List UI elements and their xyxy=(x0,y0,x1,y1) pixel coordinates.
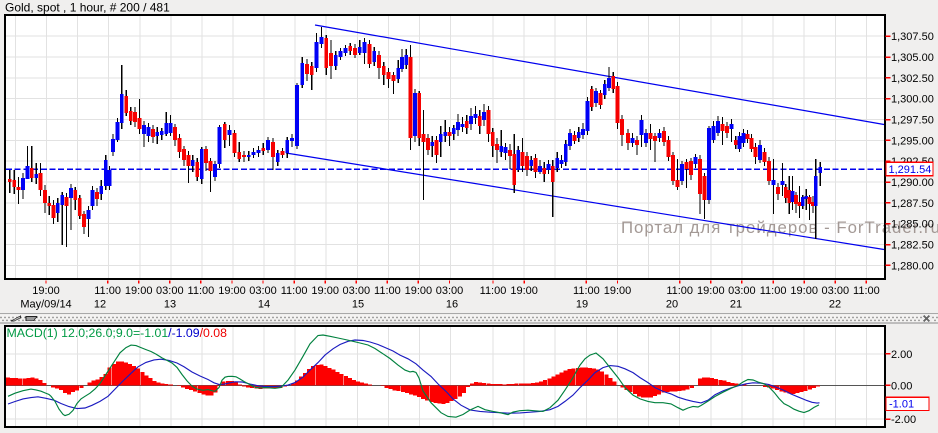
svg-text:11:00: 11:00 xyxy=(374,285,401,297)
svg-text:1,300.00: 1,300.00 xyxy=(891,94,934,106)
svg-text:1,285.00: 1,285.00 xyxy=(891,219,934,231)
svg-text:-2.00: -2.00 xyxy=(891,414,916,426)
svg-text:19:00: 19:00 xyxy=(697,285,725,297)
svg-text:19:00: 19:00 xyxy=(790,285,818,297)
svg-text:19:00: 19:00 xyxy=(32,285,60,297)
svg-text:03:00: 03:00 xyxy=(343,285,371,297)
svg-text:19:00: 19:00 xyxy=(604,285,632,297)
svg-text:16: 16 xyxy=(446,299,458,311)
svg-text:15: 15 xyxy=(352,299,364,311)
svg-text:-1.01: -1.01 xyxy=(889,399,914,411)
svg-text:Портал для трейдеров - ForTrad: Портал для трейдеров - ForTrader.ru xyxy=(621,218,938,237)
svg-text:1,307.50: 1,307.50 xyxy=(891,31,934,43)
svg-text:MACD(1) 12.0;26.0;9.0=-1.01/-1: MACD(1) 12.0;26.0;9.0=-1.01/-1.09/0.08 xyxy=(7,326,228,340)
svg-text:1,287.50: 1,287.50 xyxy=(891,198,934,210)
svg-text:22: 22 xyxy=(829,299,841,311)
svg-text:21: 21 xyxy=(730,299,742,311)
svg-text:03:00: 03:00 xyxy=(822,285,850,297)
svg-text:0.00: 0.00 xyxy=(891,380,912,392)
svg-text:2.00: 2.00 xyxy=(891,349,912,361)
svg-text:19: 19 xyxy=(576,299,588,311)
svg-text:03:00: 03:00 xyxy=(728,285,756,297)
svg-text:1,280.00: 1,280.00 xyxy=(891,260,934,272)
svg-text:03:00: 03:00 xyxy=(156,285,184,297)
svg-text:19:00: 19:00 xyxy=(405,285,433,297)
svg-text:11:00: 11:00 xyxy=(853,285,880,297)
svg-text:13: 13 xyxy=(164,299,176,311)
svg-text:19:00: 19:00 xyxy=(218,285,246,297)
svg-text:19:00: 19:00 xyxy=(125,285,153,297)
svg-text:1,291.54: 1,291.54 xyxy=(889,164,932,176)
svg-text:19:00: 19:00 xyxy=(311,285,339,297)
svg-text:11:00: 11:00 xyxy=(760,285,787,297)
svg-text:11:00: 11:00 xyxy=(94,285,121,297)
svg-text:11:00: 11:00 xyxy=(480,285,507,297)
svg-text:11:00: 11:00 xyxy=(573,285,600,297)
svg-text:11:00: 11:00 xyxy=(188,285,215,297)
svg-text:Gold, spot , 1 hour, # 200 / 4: Gold, spot , 1 hour, # 200 / 481 xyxy=(5,1,170,15)
svg-text:1,297.50: 1,297.50 xyxy=(891,115,934,127)
svg-text:1,305.00: 1,305.00 xyxy=(891,52,934,64)
svg-text:1,302.50: 1,302.50 xyxy=(891,73,934,85)
svg-text:14: 14 xyxy=(258,299,270,311)
svg-text:11:00: 11:00 xyxy=(281,285,308,297)
svg-text:03:00: 03:00 xyxy=(436,285,464,297)
svg-text:1,282.50: 1,282.50 xyxy=(891,240,934,252)
svg-text:12: 12 xyxy=(94,299,106,311)
svg-text:11:00: 11:00 xyxy=(666,285,693,297)
svg-text:20: 20 xyxy=(666,299,678,311)
svg-text:19:00: 19:00 xyxy=(510,285,538,297)
svg-text:1,290.00: 1,290.00 xyxy=(891,177,934,189)
svg-text:1,295.00: 1,295.00 xyxy=(891,135,934,147)
svg-text:May/09/14: May/09/14 xyxy=(20,299,71,311)
svg-text:03:00: 03:00 xyxy=(249,285,277,297)
